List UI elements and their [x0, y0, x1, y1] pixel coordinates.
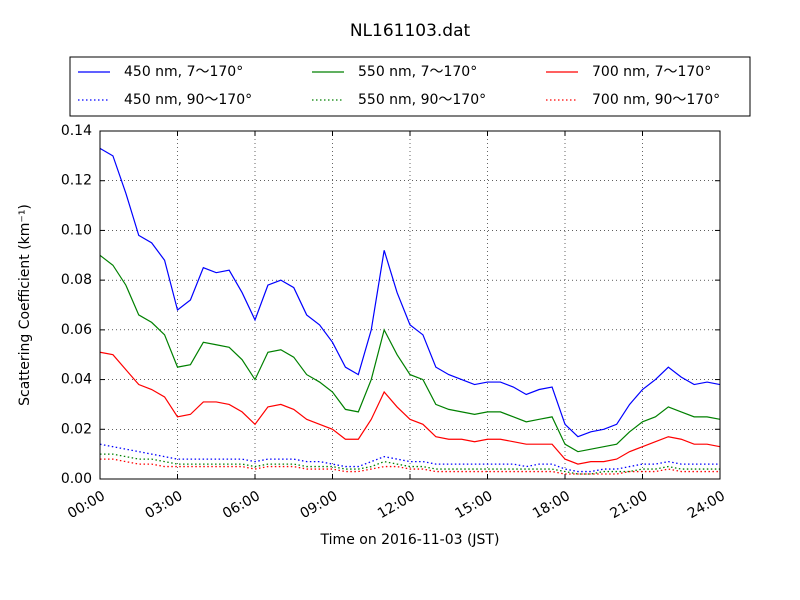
series-line — [100, 458, 720, 475]
legend-label: 550 nm, 90～170° — [358, 92, 486, 108]
y-tick-label: 0.02 — [61, 421, 92, 437]
x-axis-label: Time on 2016-11-03 (JST) — [320, 532, 500, 548]
y-tick-label: 0.14 — [61, 123, 92, 139]
series-line — [99, 351, 721, 465]
series-line — [99, 254, 721, 453]
y-tick-label: 0.04 — [61, 372, 92, 388]
legend-box — [69, 56, 751, 117]
y-axis-label: Scattering Coefficient (km⁻¹) — [17, 204, 33, 406]
y-tick-label: 0.08 — [61, 272, 92, 288]
chart-title: NL161103.dat — [350, 21, 471, 41]
y-tick-label: 0.06 — [61, 322, 92, 338]
y-tick-label: 0.00 — [61, 471, 92, 487]
plot-frame — [99, 130, 721, 480]
legend-label: 450 nm, 90～170° — [124, 92, 252, 108]
legend: 450 nm, 7～170° 450 nm, 90～170° 550 nm, 7～1… — [69, 56, 751, 117]
legend-label: 550 nm, 7～170° — [358, 64, 477, 80]
series-line — [99, 147, 721, 438]
series-line — [99, 443, 720, 473]
y-tick-label: 0.12 — [61, 173, 92, 189]
series-line — [100, 453, 720, 475]
legend-label: 450 nm, 7～170° — [124, 64, 243, 80]
legend-label: 700 nm, 7～170° — [592, 64, 711, 80]
legend-label: 700 nm, 90～170° — [592, 92, 720, 108]
y-tick-label: 0.10 — [61, 222, 92, 238]
